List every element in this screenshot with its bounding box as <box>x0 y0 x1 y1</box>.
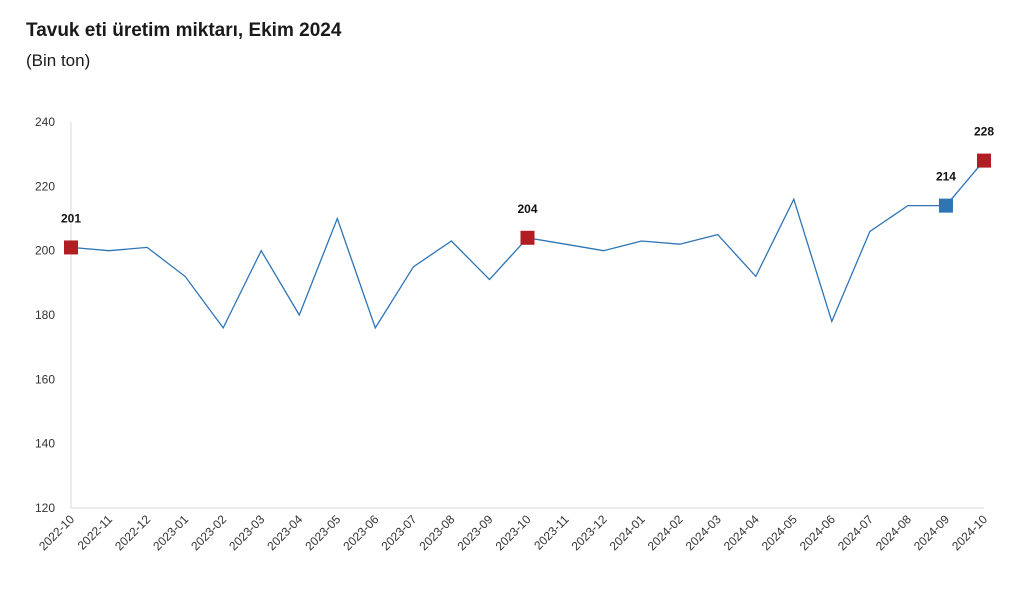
x-tick-label: 2024-08 <box>873 512 914 553</box>
x-tick-label: 2024-10 <box>949 512 990 553</box>
x-tick-label: 2022-11 <box>75 512 116 553</box>
x-tick-label: 2023-04 <box>264 512 305 553</box>
y-tick-label: 160 <box>35 372 55 386</box>
x-tick-label: 2023-12 <box>569 512 610 553</box>
x-tick-label: 2024-07 <box>835 512 876 553</box>
x-tick-label: 2023-10 <box>493 512 534 553</box>
y-tick-label: 240 <box>35 115 55 129</box>
data-label: 228 <box>974 125 994 139</box>
point-marker <box>64 240 78 255</box>
x-tick-label: 2023-11 <box>531 512 572 553</box>
x-tick-label: 2024-06 <box>797 512 838 553</box>
point-marker <box>977 153 991 168</box>
data-label: 204 <box>517 202 537 216</box>
x-tick-label: 2023-03 <box>226 512 267 553</box>
data-label: 214 <box>936 170 956 184</box>
y-tick-label: 140 <box>35 437 55 451</box>
x-tick-label: 2024-02 <box>645 512 686 553</box>
x-tick-label: 2024-09 <box>911 512 952 553</box>
x-tick-label: 2024-03 <box>683 512 724 553</box>
y-tick-label: 200 <box>35 244 55 258</box>
chart-title: Tavuk eti üretim miktarı, Ekim 2024 <box>26 20 342 41</box>
x-tick-label: 2023-09 <box>455 512 496 553</box>
x-tick-label: 2023-05 <box>302 512 343 553</box>
y-tick-label: 220 <box>35 179 55 193</box>
point-marker <box>938 198 953 213</box>
x-tick-label: 2024-05 <box>759 512 800 553</box>
x-tick-label: 2024-01 <box>607 512 648 553</box>
x-tick-label: 2023-01 <box>150 512 191 553</box>
y-tick-label: 180 <box>35 308 55 322</box>
chart-subtitle: (Bin ton) <box>26 51 91 70</box>
point-marker <box>520 230 535 245</box>
x-tick-label: 2023-07 <box>378 512 419 553</box>
x-tick-label: 2023-06 <box>340 512 381 553</box>
data-label: 201 <box>61 211 81 225</box>
x-tick-label: 2022-12 <box>112 512 153 553</box>
x-tick-label: 2024-04 <box>721 512 762 553</box>
y-tick-label: 120 <box>35 501 55 515</box>
x-tick-label: 2023-02 <box>188 512 229 553</box>
x-tick-label: 2022-10 <box>36 512 77 553</box>
x-tick-label: 2023-08 <box>416 512 457 553</box>
